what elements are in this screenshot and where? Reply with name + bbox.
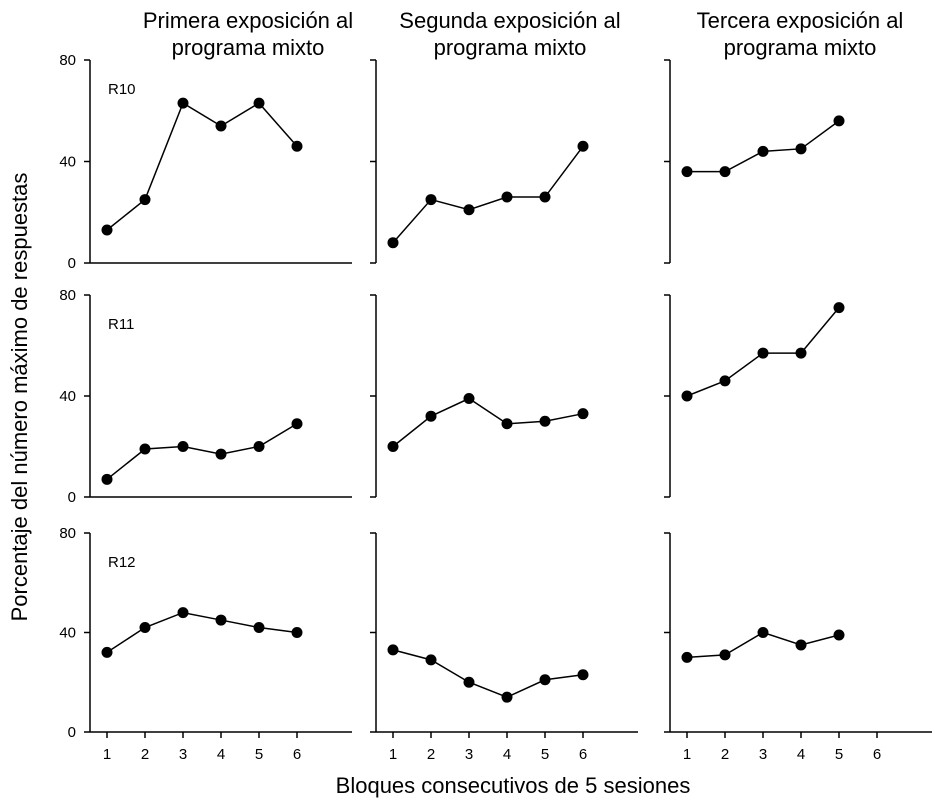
data-point [681, 651, 693, 663]
data-point [387, 441, 399, 452]
data-point [757, 347, 769, 359]
y-tick-label: 0 [68, 724, 76, 741]
data-point [719, 375, 731, 387]
data-point [501, 191, 513, 203]
x-axis-title: Bloques consecutivos de 5 sesiones [336, 773, 691, 798]
data-point [387, 237, 399, 249]
y-tick-label: 80 [59, 525, 76, 542]
data-point [719, 649, 731, 661]
x-tick-label: 3 [179, 746, 187, 763]
data-point [215, 120, 227, 132]
x-tick-label: 1 [103, 746, 111, 763]
series-line [106, 611, 298, 654]
column-title: programa mixto [172, 35, 325, 60]
column-title: programa mixto [434, 35, 587, 60]
x-tick-label: 4 [217, 746, 225, 763]
y-axis-title: Porcentaje del número máximo de respuest… [7, 173, 32, 622]
data-point [139, 443, 151, 455]
y-tick-label: 40 [59, 625, 76, 642]
y-tick-label: 0 [68, 489, 76, 506]
data-point [539, 191, 551, 203]
data-point [577, 408, 589, 420]
data-point [539, 415, 551, 427]
data-point [577, 140, 589, 152]
data-point [387, 644, 399, 656]
data-point [757, 627, 769, 638]
series-line [106, 102, 298, 231]
column-title: Primera exposición al [143, 8, 353, 33]
x-tick-label: 2 [427, 746, 435, 763]
data-point [719, 166, 731, 178]
series-line [106, 423, 298, 480]
x-tick-label: 2 [721, 746, 729, 763]
data-point [425, 194, 437, 206]
x-tick-label: 2 [141, 746, 149, 763]
data-point [463, 393, 475, 405]
series-line [392, 397, 584, 448]
subject-label: R11 [108, 316, 134, 333]
x-tick-label: 4 [503, 746, 511, 763]
data-point [833, 629, 845, 641]
x-tick-label: 1 [683, 746, 691, 763]
y-tick-label: 40 [59, 154, 76, 171]
data-point [101, 224, 113, 236]
data-point [795, 347, 807, 359]
data-point [795, 143, 807, 155]
column-title: Tercera exposición al [697, 8, 904, 33]
data-point [253, 622, 265, 634]
x-tick-label: 6 [293, 746, 301, 763]
data-point [463, 676, 475, 688]
y-tick-label: 80 [59, 287, 76, 304]
x-tick-label: 1 [389, 746, 397, 763]
x-tick-label: 6 [579, 746, 587, 763]
data-point [681, 166, 693, 178]
data-point [291, 140, 303, 152]
data-point [539, 674, 551, 686]
column-title: Segunda exposición al [399, 8, 620, 33]
x-tick-label: 5 [835, 746, 843, 763]
x-tick-label: 3 [465, 746, 473, 763]
data-point [425, 654, 437, 666]
data-point [757, 145, 769, 157]
data-point [833, 302, 845, 314]
data-point [501, 418, 513, 430]
data-point [681, 390, 693, 402]
data-point [795, 639, 807, 651]
data-point [215, 448, 227, 460]
data-point [501, 691, 513, 703]
data-point [101, 473, 113, 485]
data-point [577, 669, 589, 681]
data-point [177, 97, 189, 109]
x-tick-label: 3 [759, 746, 767, 763]
data-point [833, 115, 845, 127]
column-title: programa mixto [724, 35, 877, 60]
data-point [291, 418, 303, 430]
data-point [215, 614, 227, 626]
x-tick-label: 4 [797, 746, 805, 763]
y-tick-label: 80 [59, 52, 76, 69]
subject-label: R12 [108, 554, 136, 571]
subject-label: R10 [108, 81, 136, 98]
data-point [139, 194, 151, 206]
series-line [392, 649, 584, 698]
x-tick-label: 5 [541, 746, 549, 763]
data-point [425, 410, 437, 422]
y-tick-label: 40 [59, 388, 76, 405]
data-point [139, 622, 151, 634]
data-point [177, 441, 189, 452]
data-point [291, 627, 303, 638]
series-line [392, 145, 584, 244]
x-tick-label: 6 [873, 746, 881, 763]
data-point [253, 97, 265, 109]
data-point [177, 607, 189, 619]
x-tick-label: 5 [255, 746, 263, 763]
data-point [253, 441, 265, 452]
data-point [463, 204, 475, 216]
data-point [101, 646, 113, 658]
y-tick-label: 0 [68, 255, 76, 272]
